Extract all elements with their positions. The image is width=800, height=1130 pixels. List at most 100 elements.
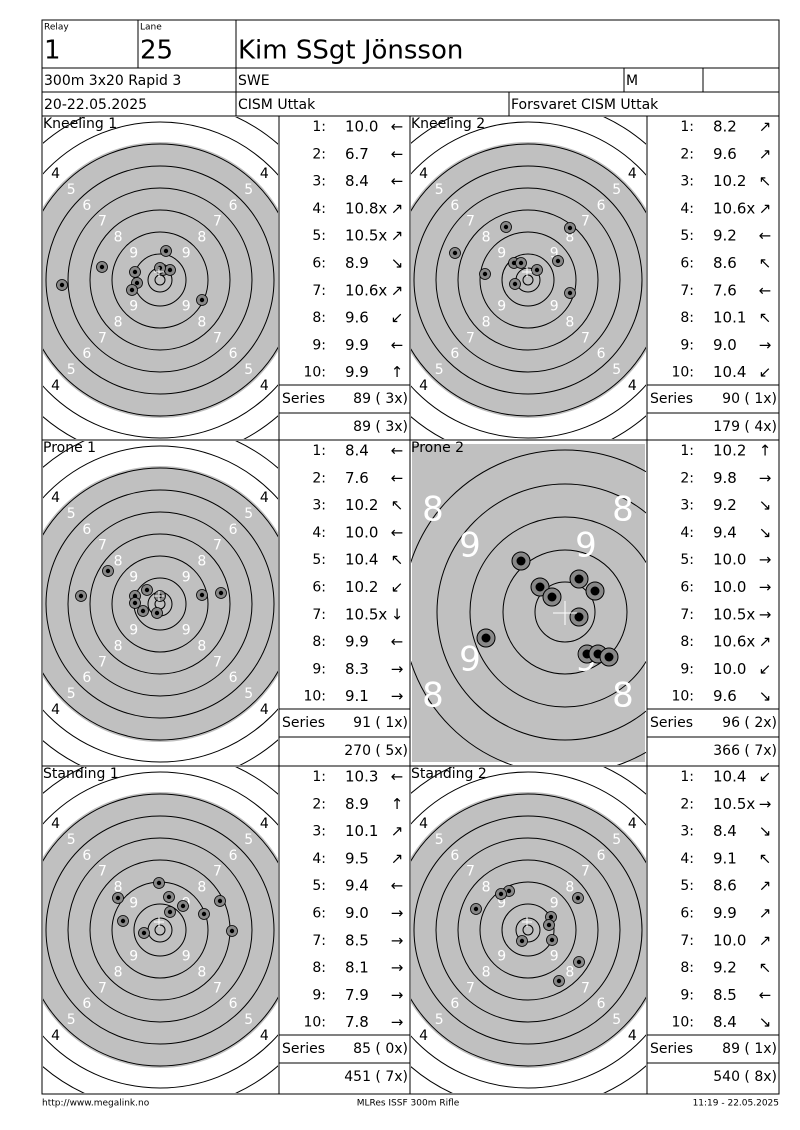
- shot-score: 9.9: [345, 363, 369, 381]
- footer-center: MLRes ISSF 300m Rifle: [357, 1099, 460, 1109]
- shot-direction: ←: [391, 145, 404, 163]
- shot-center: [105, 568, 111, 574]
- team: Forsvaret CISM Uttak: [511, 97, 659, 113]
- shot-center: [129, 287, 135, 293]
- shot-score: 10.4: [713, 363, 746, 381]
- shot-score: 9.9: [713, 904, 737, 922]
- shot-direction: →: [391, 986, 404, 1004]
- ring: [457, 859, 599, 1001]
- ring-label: 5: [244, 506, 253, 522]
- ring-label: 4: [628, 816, 637, 832]
- shot-score: 9.6: [713, 687, 737, 705]
- shot-direction: ←: [391, 523, 404, 541]
- ring-label: 5: [244, 1012, 253, 1028]
- ring-label: 9: [550, 299, 559, 315]
- shot-direction: ←: [391, 336, 404, 354]
- shot-direction: ↖: [759, 309, 772, 327]
- ring-label: 4: [51, 816, 60, 832]
- ring-label: 6: [597, 346, 606, 362]
- shot-number: 10:: [671, 365, 694, 381]
- ring-label: 7: [466, 330, 475, 346]
- shot-center: [575, 895, 581, 901]
- shot-score: 9.6: [345, 309, 369, 327]
- shot-direction: ↙: [759, 768, 772, 786]
- ring-label: 6: [450, 996, 459, 1012]
- shot-number: 3:: [680, 824, 694, 840]
- ring: [411, 143, 646, 417]
- shot-score: 9.9: [345, 336, 369, 354]
- relay: 1: [44, 36, 61, 66]
- shot-direction: ↗: [759, 199, 772, 217]
- ring-label: 7: [98, 538, 107, 554]
- ring-label: 6: [82, 670, 91, 686]
- shot-center: [512, 281, 518, 287]
- series-label: Series: [650, 715, 693, 731]
- ring-label: 7: [466, 214, 475, 230]
- shot-number: 3:: [312, 498, 326, 514]
- shot-center: [535, 582, 545, 592]
- ring-label: 5: [244, 686, 253, 702]
- ring: [479, 231, 577, 329]
- ring-label: 9: [182, 949, 191, 965]
- ring-label: 7: [98, 864, 107, 880]
- shot-number: 10:: [303, 689, 326, 705]
- shot-number: 6:: [312, 906, 326, 922]
- shot-center: [180, 903, 186, 909]
- shot-score: 7.6: [345, 469, 369, 487]
- shot-number: 1:: [312, 769, 326, 785]
- footer-right: 11:19 - 22.05.2025: [693, 1099, 779, 1109]
- ring-label: 9: [182, 299, 191, 315]
- panel-title: Kneeling 2: [411, 116, 485, 132]
- shot-number: 1:: [312, 443, 326, 459]
- shot-number: 9:: [312, 661, 326, 677]
- shot-score: 10.5x: [345, 227, 387, 245]
- shot-number: 3:: [680, 498, 694, 514]
- shot-score: 10.0: [713, 660, 746, 678]
- series-label: Series: [282, 1041, 325, 1057]
- shot-direction: ↗: [759, 931, 772, 949]
- shot-direction: ↗: [391, 822, 404, 840]
- shot-number: 4:: [312, 851, 326, 867]
- ring-label: 4: [260, 702, 269, 718]
- shot-center: [482, 271, 488, 277]
- shot-center: [452, 250, 458, 256]
- shot-number: 3:: [312, 824, 326, 840]
- ring-label: 4: [419, 1028, 428, 1044]
- ring-label: 6: [450, 346, 459, 362]
- ring-label: 7: [213, 654, 222, 670]
- black-area: [411, 142, 646, 418]
- shot-number: 5:: [680, 228, 694, 244]
- shot-number: 9:: [680, 661, 694, 677]
- athlete-name: Kim SSgt Jönsson: [238, 36, 463, 66]
- ring: [89, 209, 231, 351]
- shot-direction: ↘: [759, 496, 772, 514]
- shot-direction: ←: [759, 986, 772, 1004]
- shot-number: 4:: [680, 525, 694, 541]
- shot-score: 10.0: [713, 931, 746, 949]
- shot-direction: ↖: [759, 172, 772, 190]
- shot-direction: ←: [391, 633, 404, 651]
- shot-score: 8.4: [345, 442, 369, 460]
- ring-label: 9: [129, 569, 138, 585]
- shot-score: 8.4: [345, 172, 369, 190]
- ring-label: 5: [67, 362, 76, 378]
- shot-number: 9:: [312, 987, 326, 1003]
- ring-label: 6: [229, 346, 238, 362]
- shot-direction: ↗: [391, 281, 404, 299]
- shot-center: [574, 612, 584, 622]
- club: CISM Uttak: [238, 97, 316, 113]
- shot-center: [503, 224, 509, 230]
- ring-label: 5: [67, 182, 76, 198]
- shot-number: 2:: [680, 470, 694, 486]
- shot-number: 3:: [312, 174, 326, 190]
- ring-label: 7: [98, 330, 107, 346]
- ring-label: 4: [51, 490, 60, 506]
- date: 20-22.05.2025: [44, 97, 147, 113]
- shot-direction: ←: [391, 768, 404, 786]
- ring: [43, 445, 278, 763]
- ring-label: 6: [82, 346, 91, 362]
- shot-number: 5:: [680, 878, 694, 894]
- shot-score: 10.5x: [713, 795, 755, 813]
- ring-label: 6: [229, 996, 238, 1012]
- shot-direction: ↙: [391, 309, 404, 327]
